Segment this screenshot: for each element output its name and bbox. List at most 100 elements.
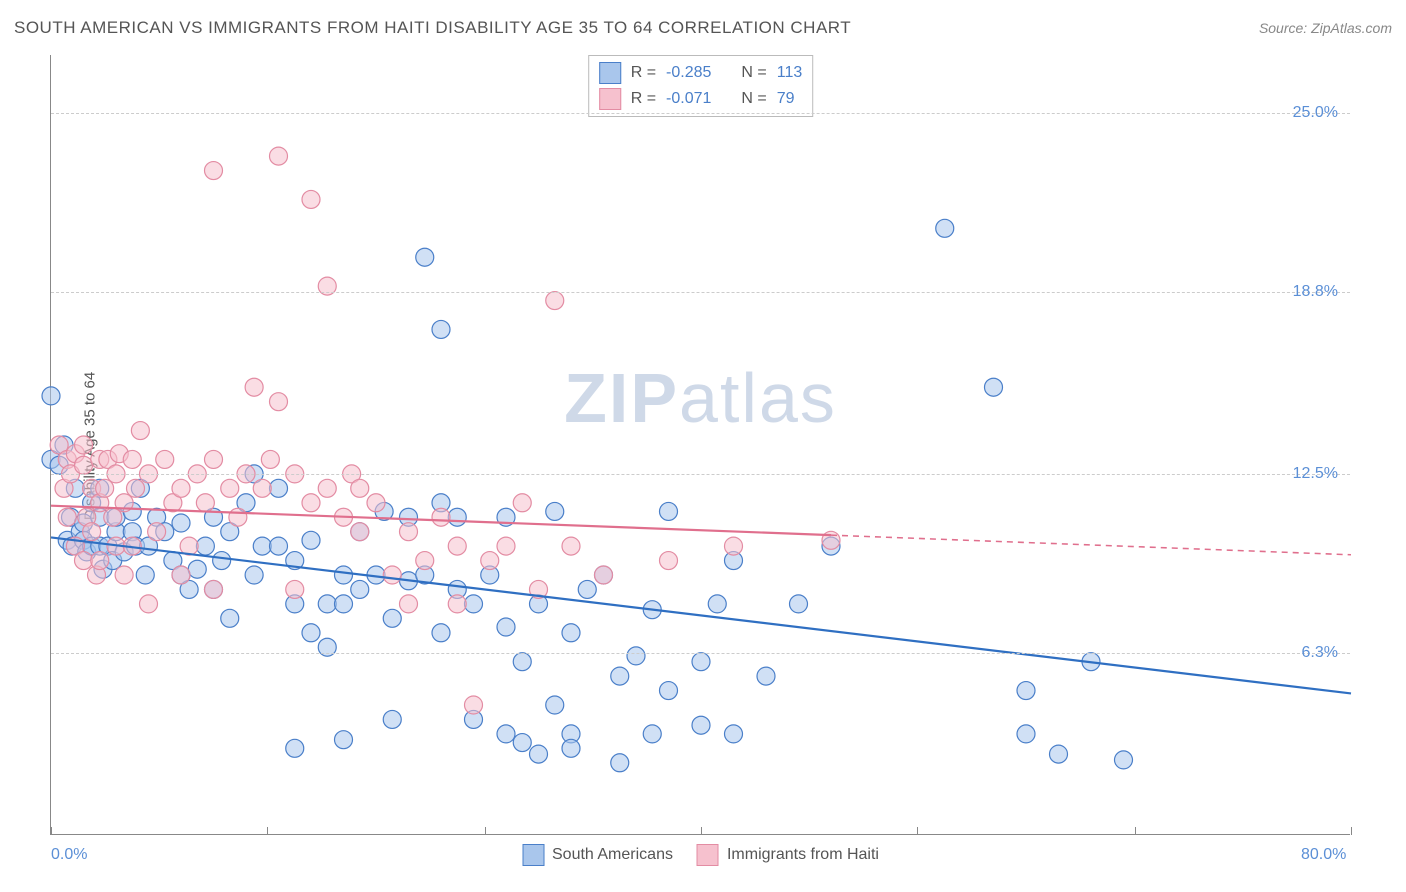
chart-title: SOUTH AMERICAN VS IMMIGRANTS FROM HAITI … — [14, 18, 851, 38]
scatter-point — [75, 456, 93, 474]
scatter-point — [75, 436, 93, 454]
scatter-point — [229, 508, 247, 526]
scatter-point — [261, 450, 279, 468]
x-tick — [485, 827, 486, 835]
scatter-point — [196, 494, 214, 512]
scatter-point — [383, 566, 401, 584]
scatter-point — [448, 537, 466, 555]
scatter-point — [42, 387, 60, 405]
scatter-point — [302, 624, 320, 642]
scatter-point — [1017, 682, 1035, 700]
scatter-point — [643, 725, 661, 743]
scatter-point — [416, 552, 434, 570]
scatter-point — [578, 580, 596, 598]
scatter-point — [148, 523, 166, 541]
scatter-point — [936, 219, 954, 237]
scatter-point — [692, 653, 710, 671]
scatter-point — [611, 667, 629, 685]
scatter-point — [335, 566, 353, 584]
scatter-point — [205, 450, 223, 468]
plot-area: ZIPatlas R =-0.285N =113R =-0.071N =79 S… — [50, 55, 1350, 835]
source-label: Source: ZipAtlas.com — [1259, 20, 1392, 36]
scatter-point — [757, 667, 775, 685]
scatter-point — [1115, 751, 1133, 769]
y-tick-label: 6.3% — [1302, 644, 1338, 662]
scatter-point — [708, 595, 726, 613]
scatter-point — [318, 479, 336, 497]
scatter-point — [432, 624, 450, 642]
scatter-point — [383, 710, 401, 728]
scatter-point — [253, 479, 271, 497]
scatter-point — [115, 566, 133, 584]
scatter-point — [367, 494, 385, 512]
scatter-point — [286, 739, 304, 757]
gridline — [51, 474, 1350, 475]
scatter-point — [416, 248, 434, 266]
scatter-point — [513, 494, 531, 512]
scatter-point — [481, 552, 499, 570]
scatter-point — [465, 595, 483, 613]
scatter-point — [253, 537, 271, 555]
scatter-point — [270, 393, 288, 411]
scatter-point — [660, 552, 678, 570]
scatter-point — [221, 479, 239, 497]
legend-label: South Americans — [552, 846, 673, 864]
scatter-point — [205, 580, 223, 598]
x-tick — [51, 827, 52, 835]
scatter-point — [530, 745, 548, 763]
legend-item: South Americans — [522, 844, 673, 866]
x-tick — [917, 827, 918, 835]
scatter-point — [286, 580, 304, 598]
scatter-point — [546, 696, 564, 714]
scatter-point — [595, 566, 613, 584]
scatter-point — [513, 653, 531, 671]
scatter-point — [546, 502, 564, 520]
scatter-point — [725, 725, 743, 743]
x-tick — [1351, 827, 1352, 835]
y-tick-label: 18.8% — [1293, 283, 1338, 301]
scatter-point — [221, 609, 239, 627]
scatter-point — [83, 523, 101, 541]
scatter-point — [188, 560, 206, 578]
scatter-point — [562, 537, 580, 555]
legend-swatch — [697, 844, 719, 866]
x-tick-label: 80.0% — [1301, 846, 1346, 864]
scatter-point — [432, 508, 450, 526]
scatter-point — [448, 508, 466, 526]
scatter-point — [140, 595, 158, 613]
scatter-point — [660, 502, 678, 520]
scatter-point — [123, 450, 141, 468]
scatter-point — [497, 537, 515, 555]
scatter-point — [302, 190, 320, 208]
legend-item: Immigrants from Haiti — [697, 844, 879, 866]
scatter-point — [245, 378, 263, 396]
scatter-point — [546, 292, 564, 310]
scatter-point — [156, 450, 174, 468]
x-tick-label: 0.0% — [51, 846, 87, 864]
legend-label: Immigrants from Haiti — [727, 846, 879, 864]
scatter-point — [497, 618, 515, 636]
scatter-point — [245, 566, 263, 584]
scatter-point — [660, 682, 678, 700]
scatter-point — [131, 422, 149, 440]
scatter-point — [335, 731, 353, 749]
gridline — [51, 292, 1350, 293]
scatter-point — [205, 162, 223, 180]
scatter-point — [335, 595, 353, 613]
scatter-point — [270, 147, 288, 165]
scatter-point — [1050, 745, 1068, 763]
x-tick — [267, 827, 268, 835]
scatter-point — [213, 552, 231, 570]
scatter-point — [400, 595, 418, 613]
y-tick-label: 12.5% — [1293, 465, 1338, 483]
scatter-point — [985, 378, 1003, 396]
x-tick — [701, 827, 702, 835]
scatter-point — [448, 595, 466, 613]
scatter-point — [465, 696, 483, 714]
scatter-point — [351, 523, 369, 541]
scatter-point — [172, 479, 190, 497]
scatter-point — [383, 609, 401, 627]
x-tick — [1135, 827, 1136, 835]
scatter-point — [318, 595, 336, 613]
scatter-svg — [51, 55, 1350, 834]
